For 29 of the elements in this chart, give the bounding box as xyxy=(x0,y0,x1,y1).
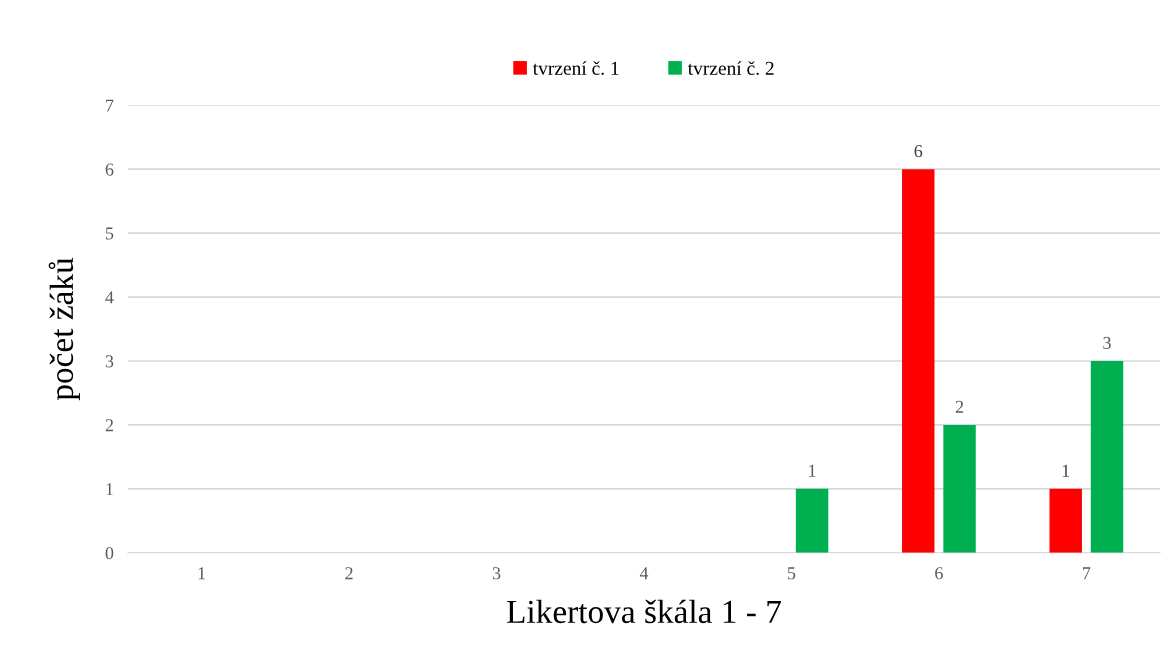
data-label: 2 xyxy=(955,400,964,413)
y-tick-label: 0 xyxy=(105,547,114,560)
x-tick-label: 1 xyxy=(198,567,206,580)
y-tick-label: 5 xyxy=(105,227,114,240)
y-tick-label: 6 xyxy=(105,163,114,176)
x-tick-label: 2 xyxy=(345,567,353,580)
bar xyxy=(1049,488,1082,553)
bar xyxy=(1090,360,1124,553)
y-tick-label: 1 xyxy=(106,483,113,496)
y-axis-title: počet žáků xyxy=(48,257,80,401)
y-tick-label: 3 xyxy=(105,355,114,368)
data-label: 1 xyxy=(809,464,816,477)
legend-label: tvrzení č. 1 xyxy=(532,61,619,75)
x-tick-label: 4 xyxy=(639,567,649,580)
data-label: 1 xyxy=(1062,464,1070,477)
y-tick-label: 7 xyxy=(106,99,114,112)
y-tick-label: 2 xyxy=(105,419,113,432)
bar xyxy=(902,169,935,553)
x-axis-title: Likertova škála 1 - 7 xyxy=(507,599,781,624)
x-tick-label: 6 xyxy=(935,567,943,580)
x-tick-label: 7 xyxy=(1083,567,1091,580)
x-tick-label: 3 xyxy=(492,567,501,580)
bar xyxy=(943,424,976,553)
bar xyxy=(795,488,829,553)
data-label: 3 xyxy=(1103,336,1111,349)
legend-label: tvrzení č. 2 xyxy=(687,61,774,75)
data-label: 6 xyxy=(914,145,923,158)
y-tick-label: 4 xyxy=(105,291,114,304)
x-tick-label: 5 xyxy=(787,567,796,580)
